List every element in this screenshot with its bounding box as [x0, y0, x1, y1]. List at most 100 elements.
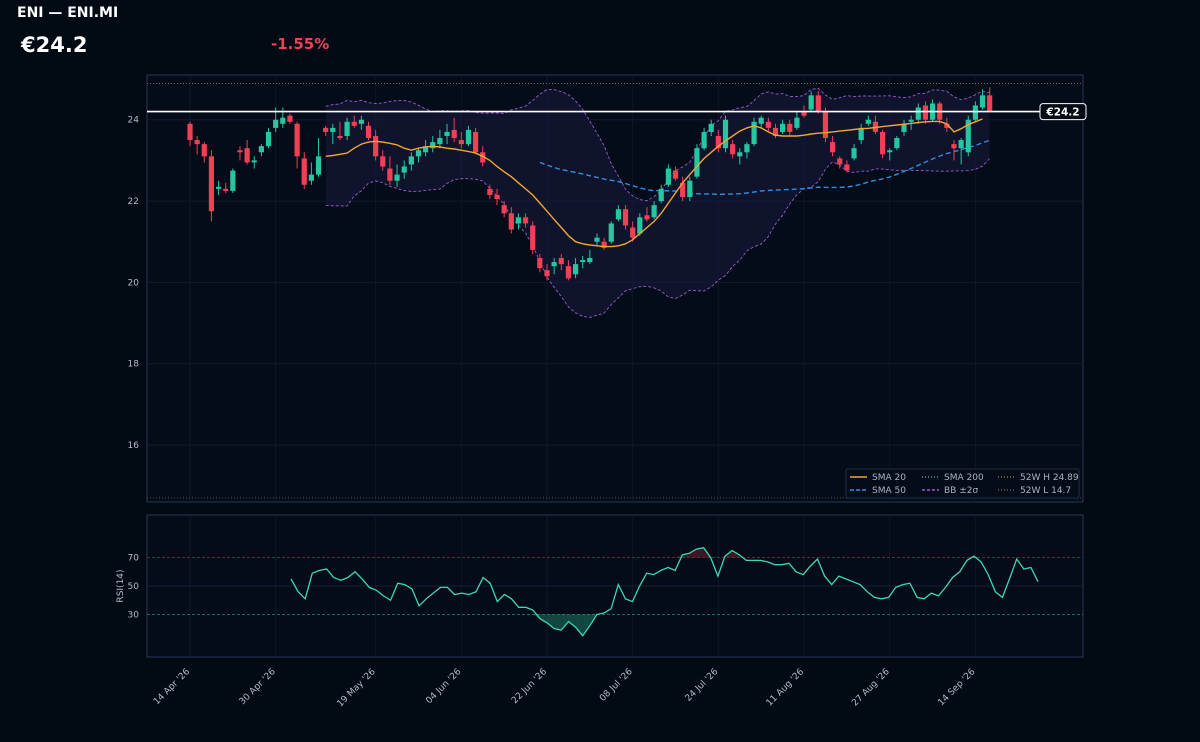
candle-body [394, 174, 400, 181]
candle [665, 164, 671, 187]
y-tick-label: 18 [128, 360, 140, 370]
sma50-line [539, 139, 990, 196]
y-tick-label: 22 [128, 197, 139, 207]
candle [987, 87, 993, 112]
rsi-oversold-fill [540, 614, 548, 623]
candle-body [373, 136, 379, 157]
legend-item: 52W L 14.7 [998, 486, 1071, 496]
candle-body [630, 227, 636, 238]
x-axis: 14 Apr '26 30 Apr '26 19 May '26 04 Jun '26… [152, 667, 978, 709]
candle-body [208, 156, 215, 212]
legend-label: 52W H 24.89 [1020, 473, 1079, 483]
candle-body [744, 144, 750, 153]
candle-body [780, 123, 786, 132]
candle [415, 148, 422, 163]
candle [244, 140, 250, 165]
candle-body [494, 194, 500, 200]
candle-body [423, 146, 429, 153]
candle [587, 249, 593, 265]
candle-body [644, 215, 650, 220]
candle [337, 121, 343, 141]
candle-body [465, 129, 472, 145]
candle [651, 201, 657, 220]
candle-body [515, 217, 522, 224]
candle [501, 201, 507, 218]
candle-body [737, 152, 743, 157]
rsi-overbought-fill [696, 547, 704, 558]
candle [694, 144, 700, 179]
candle-body [287, 115, 293, 122]
candle-body [315, 156, 322, 175]
candle [237, 146, 243, 161]
candle [208, 150, 215, 222]
legend-label: SMA 50 [872, 486, 906, 496]
candle-body [522, 217, 529, 224]
legend-item: SMA 50 [850, 486, 906, 496]
price-change: -1.55% [271, 35, 330, 53]
candle [637, 213, 643, 236]
candle [473, 127, 479, 155]
last-price-box [1039, 103, 1087, 121]
candle [201, 142, 207, 163]
candle-body [687, 180, 693, 197]
candle-body [294, 123, 300, 157]
candle [423, 140, 429, 157]
chart-title: ENI — ENI.MI [17, 5, 119, 21]
candle [215, 180, 222, 195]
candle [787, 119, 793, 136]
legend-label: BB ±2σ [944, 486, 978, 496]
candle [794, 111, 800, 130]
candle [380, 150, 386, 171]
candle [822, 107, 829, 143]
candle [551, 258, 557, 275]
candle-body [580, 260, 586, 263]
candle [315, 138, 322, 177]
candle [594, 233, 600, 246]
candle-body [751, 121, 757, 145]
candle [558, 253, 564, 271]
candle-body [665, 168, 671, 185]
candle [901, 119, 907, 136]
candle [451, 117, 457, 143]
candle-body [765, 121, 771, 128]
candle [622, 205, 629, 230]
candle-body [658, 188, 664, 202]
x-tick-label: 08 Jul '26 [598, 667, 635, 704]
candle-body [380, 156, 386, 167]
candle-body [894, 138, 900, 149]
candle [323, 125, 329, 136]
candle-body [430, 142, 436, 149]
rsi-oversold-fill [547, 614, 555, 629]
candle-body [922, 105, 929, 120]
candle-body [830, 142, 836, 153]
candle-body [715, 136, 721, 149]
x-tick-label: 22 Jun '26 [510, 667, 549, 706]
candle [601, 237, 607, 250]
candle [837, 156, 843, 169]
candle-body [587, 258, 593, 263]
candle-body [401, 166, 407, 173]
legend-label: SMA 200 [944, 473, 984, 483]
candle-body [487, 188, 493, 195]
candle-body [887, 150, 893, 153]
x-tick-label: 19 May '26 [336, 667, 378, 709]
candle [494, 188, 500, 206]
candle-body [622, 209, 629, 226]
candle-body [230, 170, 236, 191]
candle [515, 213, 522, 230]
candle [437, 129, 443, 149]
candle-body [251, 160, 257, 163]
candle [408, 152, 414, 171]
candle [658, 184, 664, 204]
candle-body [915, 107, 921, 120]
candle [223, 182, 229, 193]
candle-body [615, 209, 621, 220]
rsi-overbought-fill [717, 556, 725, 558]
candle [644, 207, 650, 222]
candle [851, 144, 857, 161]
candle-body [637, 217, 643, 234]
candle-body [437, 138, 443, 145]
rsi-oversold-fill [575, 614, 583, 636]
current-price: €24.2 [21, 33, 88, 57]
